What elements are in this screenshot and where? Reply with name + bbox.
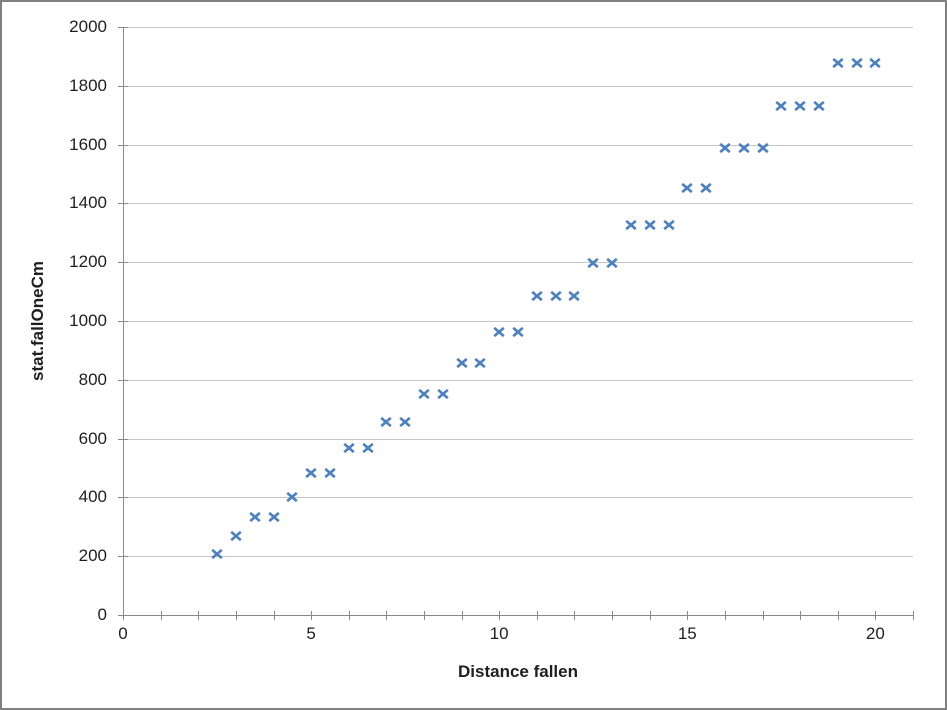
data-point-marker [587,256,599,268]
x-tick-17 [762,611,764,620]
x-tick-12 [574,611,576,620]
gridline-y-200 [123,556,913,558]
gridline-y-1800 [123,85,913,87]
y-tick-label-1400: 1400 [69,193,107,213]
data-point-marker [531,289,543,301]
y-tick-1400 [118,203,128,205]
x-tick-9 [461,611,463,620]
x-tick-7 [386,611,388,620]
data-point-marker [625,218,637,231]
x-tick-11 [536,611,538,620]
y-tick-label-1600: 1600 [69,134,107,154]
data-point-marker [286,490,298,502]
data-point-marker [662,218,675,231]
data-point-marker [700,181,712,193]
x-tick-18 [800,611,802,620]
data-point-marker [775,99,787,112]
data-point-marker [211,547,223,559]
data-point-marker [474,356,487,369]
data-point-marker [437,387,449,400]
x-tick-5 [311,611,313,620]
data-point-marker [455,356,468,369]
data-point-marker [343,441,355,453]
data-point-marker [399,415,411,428]
y-tick-200 [118,556,128,558]
y-tick-1600 [118,144,128,146]
y-axis-title: stat.fallOneCm [28,261,47,381]
x-tick-8 [424,611,425,620]
data-point-marker [249,510,261,523]
y-tick-600 [118,438,128,440]
x-tick-label-20: 20 [865,624,885,643]
y-tick-label-1800: 1800 [69,75,107,95]
data-point-marker [681,181,693,193]
data-point-marker [644,218,656,231]
y-tick-label-800: 800 [78,369,107,389]
gridline-y-2000 [123,27,913,28]
data-point-marker [869,56,882,69]
gridline-y-1600 [123,144,913,146]
data-point-marker [361,441,374,453]
y-tick-0 [118,615,128,616]
y-tick-label-1200: 1200 [69,252,107,272]
x-tick-4 [273,611,275,620]
gridline-y-1400 [123,203,913,205]
y-tick-label-2000: 2000 [69,17,107,36]
data-point-marker [305,466,317,478]
data-point-marker [512,325,524,337]
y-tick-label-1000: 1000 [69,311,107,330]
x-tick-2 [198,611,200,620]
y-tick-1200 [118,262,128,264]
y-tick-label-0: 0 [97,605,107,624]
data-point-marker [549,289,562,301]
y-tick-label-600: 600 [78,428,107,448]
x-tick-label-0: 0 [118,624,128,643]
x-tick-16 [724,611,726,620]
x-tick-6 [348,611,350,620]
data-point-marker [267,510,280,523]
y-tick-800 [118,379,128,381]
data-point-marker [756,141,769,153]
x-tick-20 [875,611,877,620]
data-point-marker [324,466,336,478]
data-point-marker [230,529,242,542]
x-tick-label-10: 10 [489,624,509,643]
x-tick-1 [160,611,162,620]
plot-area [123,27,913,615]
x-tick-13 [612,611,613,620]
data-point-marker [738,141,750,153]
x-axis-line [123,615,914,616]
x-tick-label-15: 15 [677,624,697,643]
y-tick-1000 [118,321,128,322]
gridline-y-1000 [123,321,913,322]
data-point-marker [418,387,430,400]
x-tick-10 [499,611,501,620]
data-point-marker [606,256,618,268]
data-point-marker [813,99,825,112]
data-point-marker [794,99,806,112]
y-tick-2000 [118,27,128,28]
x-axis-title: Distance fallen [458,662,578,681]
x-tick-3 [235,611,237,620]
data-point-marker [832,56,844,69]
y-tick-label-400: 400 [78,487,107,507]
data-point-marker [850,56,863,69]
y-tick-400 [118,497,128,499]
gridline-y-600 [123,438,913,440]
data-point-marker [568,289,581,301]
x-tick-14 [649,611,651,620]
data-point-marker [719,141,731,153]
gridline-y-1200 [123,262,913,264]
y-tick-label-200: 200 [78,546,107,566]
data-point-marker [493,325,505,337]
x-tick-21 [913,611,914,620]
data-point-marker [380,415,392,428]
gridline-y-800 [123,379,913,381]
gridline-y-400 [123,497,913,499]
x-tick-19 [837,611,839,620]
x-tick-label-5: 5 [306,624,316,643]
y-tick-1800 [118,85,128,87]
x-tick-15 [687,611,689,620]
